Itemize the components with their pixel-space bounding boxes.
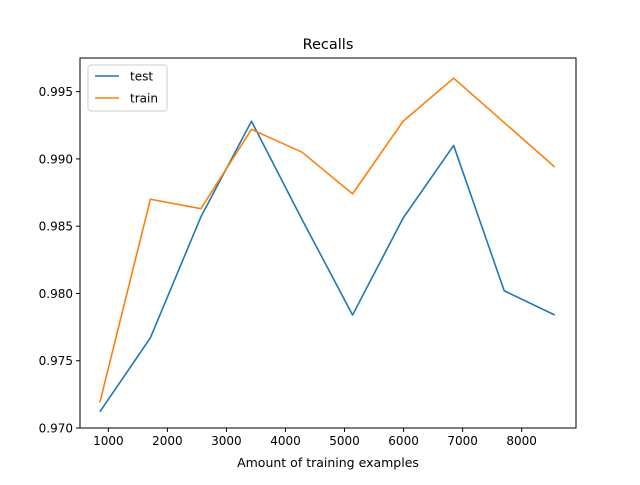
legend-label-train: train (130, 92, 158, 106)
y-tick-label: 0.975 (39, 354, 73, 368)
x-tick-label: 2000 (152, 434, 183, 448)
x-axis-label: Amount of training examples (237, 455, 419, 470)
x-tick-label: 3000 (211, 434, 242, 448)
y-tick-label: 0.980 (39, 287, 73, 301)
y-tick-label: 0.990 (39, 152, 73, 166)
y-tick-label: 0.995 (39, 85, 73, 99)
legend: test train (88, 65, 167, 111)
y-tick-label: 0.970 (39, 422, 73, 436)
x-tick-label: 8000 (506, 434, 537, 448)
x-tick-label: 4000 (270, 434, 301, 448)
x-tick-label: 1000 (93, 434, 124, 448)
chart-title: Recalls (303, 37, 354, 53)
y-tick-label: 0.985 (39, 220, 73, 234)
x-tick-label: 6000 (388, 434, 419, 448)
x-tick-label: 5000 (329, 434, 360, 448)
x-tick-label: 7000 (447, 434, 478, 448)
legend-label-test: test (130, 70, 153, 84)
